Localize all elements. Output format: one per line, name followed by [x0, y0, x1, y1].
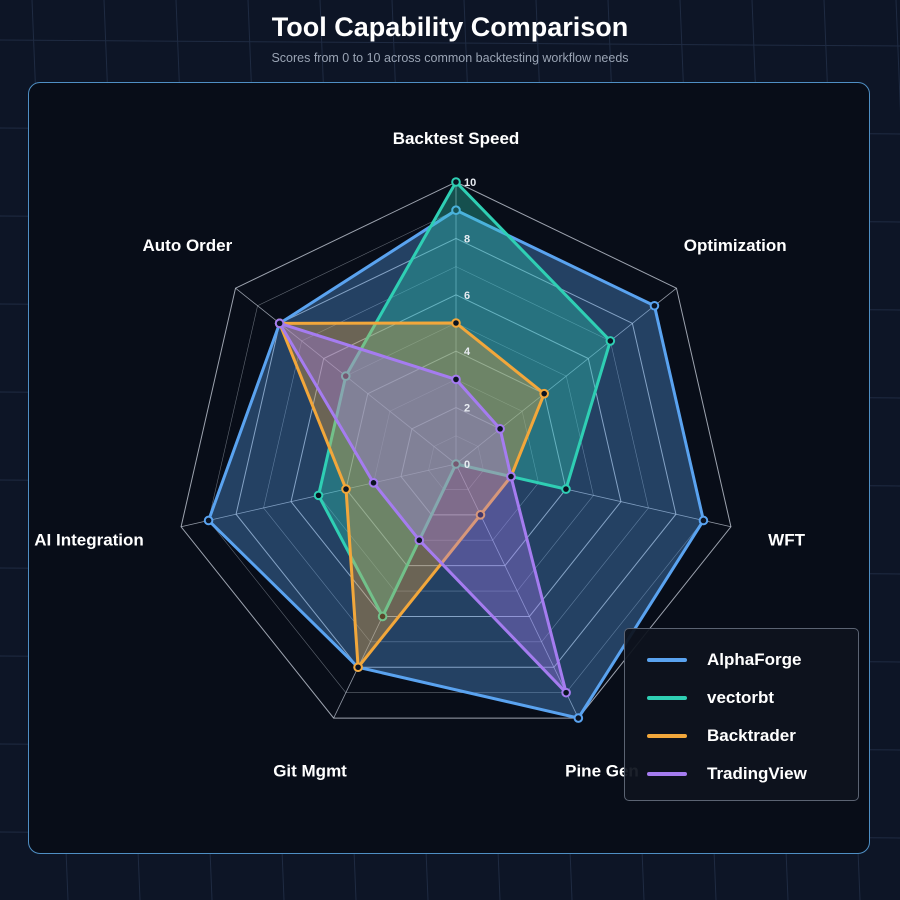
legend-swatch-alphaforge [647, 658, 687, 662]
tick-label: 8 [464, 233, 470, 245]
data-point-backtrader [353, 662, 363, 673]
data-point-alphaforge [573, 713, 584, 723]
legend-label-tradingview: TradingView [707, 764, 807, 783]
tick-label: 0 [464, 459, 470, 471]
legend-item-backtrader[interactable]: Backtrader [647, 717, 858, 755]
radar-grid-ring [373, 379, 539, 541]
legend-swatch-tradingview [647, 772, 687, 776]
data-point-alphaforge [698, 515, 709, 526]
series-tradingview [274, 318, 571, 698]
tick-label: 10 [464, 177, 476, 189]
data-point-alphaforge [203, 515, 214, 526]
axis-label: AI Integration [34, 530, 144, 549]
data-point-alphaforge [649, 300, 660, 311]
axis-label: Optimization [684, 236, 787, 255]
legend-item-alphaforge[interactable]: AlphaForge [647, 641, 858, 679]
data-point-tradingview [368, 478, 379, 488]
radar-spoke [455, 287, 677, 465]
data-point-vectorbt [561, 484, 571, 494]
data-point-vectorbt [451, 177, 461, 187]
legend: AlphaForge vectorbt Backtrader TradingVi… [624, 628, 859, 801]
legend-label-backtrader: Backtrader [707, 726, 796, 745]
data-point-alphaforge [451, 205, 461, 215]
series-area-backtrader [278, 321, 546, 669]
data-point-backtrader [539, 388, 549, 399]
data-point-tradingview [561, 687, 571, 698]
radar-spoke [455, 463, 579, 719]
tick-label: 6 [464, 290, 470, 302]
data-point-backtrader [451, 318, 461, 328]
legend-label-vectorbt: vectorbt [707, 688, 775, 707]
chart-title: Tool Capability Comparison [271, 12, 629, 42]
tick-label: 4 [464, 346, 471, 358]
data-point-vectorbt [313, 490, 324, 501]
chart-subtitle: Scores from 0 to 10 across common backte… [271, 51, 629, 65]
legend-item-tradingview[interactable]: TradingView [647, 755, 858, 793]
axis-label: Backtest Speed [393, 129, 520, 148]
axis-label: Auto Order [143, 236, 233, 255]
radar-grid-ring [180, 181, 732, 719]
data-point-backtrader [475, 510, 486, 520]
bg-grid-line [0, 39, 900, 47]
axis-label: Pine Gen [565, 762, 639, 781]
data-point-vectorbt [340, 371, 351, 381]
legend-label-alphaforge: AlphaForge [707, 650, 802, 669]
data-point-vectorbt [605, 336, 616, 346]
legend-item-vectorbt[interactable]: vectorbt [647, 679, 858, 717]
legend-swatch-backtrader [647, 734, 687, 738]
data-point-vectorbt [451, 459, 461, 469]
data-point-tradingview [506, 471, 516, 482]
radar-grid-ring [263, 266, 649, 643]
data-point-tradingview [274, 318, 285, 329]
data-point-tradingview [414, 535, 425, 546]
radar-grid-ring [428, 435, 484, 490]
axis-label: WFT [768, 530, 805, 549]
data-point-backtrader [341, 484, 351, 494]
radar-grid-ring [290, 294, 622, 617]
data-point-tradingview [451, 374, 461, 385]
series-area-tradingview [278, 321, 568, 695]
legend-swatch-vectorbt [647, 696, 687, 700]
data-point-tradingview [495, 424, 505, 434]
data-point-vectorbt [377, 611, 388, 622]
radar-grid-ring [235, 237, 677, 668]
tick-label: 2 [464, 403, 470, 415]
axis-label: Git Mgmt [273, 762, 347, 781]
radar-grid-ring [345, 350, 567, 567]
